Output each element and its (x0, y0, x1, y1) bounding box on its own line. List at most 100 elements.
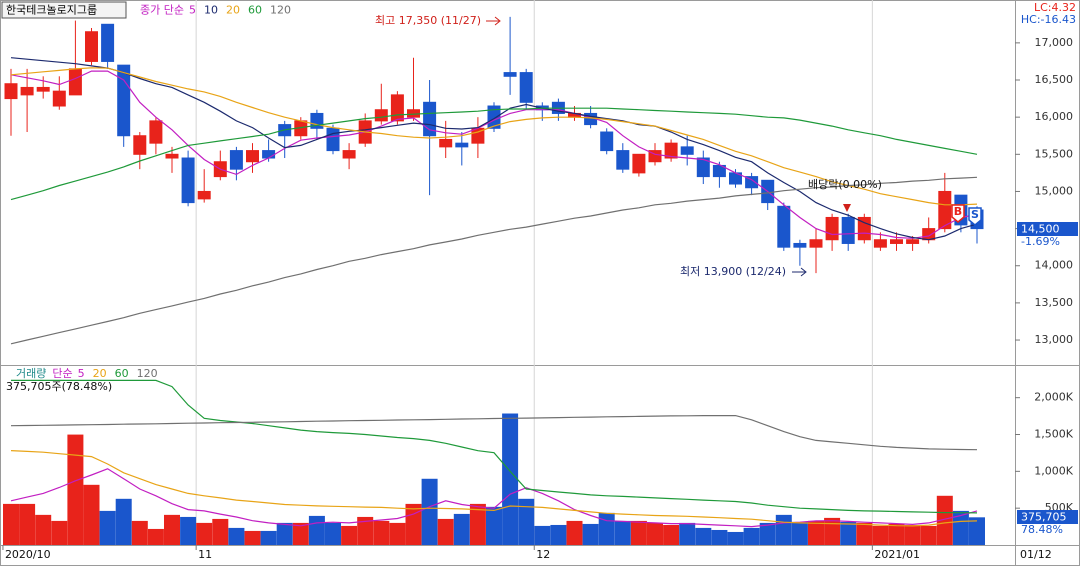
y-tick-label: 15,500 (1035, 147, 1074, 160)
volume-bar (115, 498, 132, 545)
y-tick-label: 1,500K (1034, 428, 1073, 441)
volume-bar (727, 531, 744, 545)
candle-body (20, 86, 34, 96)
ma-line (10, 450, 978, 527)
volume-bar (469, 503, 486, 545)
volume-bar (212, 518, 229, 545)
volume-bar (647, 522, 663, 545)
candle-body (390, 94, 404, 122)
volume-bar (566, 520, 583, 545)
candle-body (777, 205, 791, 248)
volume-bar (83, 484, 100, 545)
volume-tag-box (1017, 510, 1078, 524)
volume-bar (582, 523, 599, 545)
low-arrow (792, 267, 807, 277)
volume-bar (260, 530, 277, 545)
y-tick-label: 16,000 (1035, 110, 1074, 123)
volume-bar (711, 529, 728, 545)
volume-bar (147, 528, 164, 545)
volume-bar (389, 522, 406, 545)
volume-bar (534, 525, 551, 545)
candle-body (229, 150, 243, 170)
volume-bar (453, 513, 470, 545)
candle-body (890, 239, 903, 244)
candle-body (857, 216, 871, 241)
volume-bar (743, 527, 760, 545)
signal-marker (968, 207, 982, 226)
candle-body (922, 228, 936, 241)
candle-body (342, 150, 356, 159)
volume-bar (936, 495, 953, 545)
ratio-tag: 78.48% (1021, 523, 1063, 536)
candle-body (873, 239, 887, 248)
candle-body (616, 150, 630, 170)
change-tag: -1.69% (1021, 235, 1060, 248)
volume-bar (373, 520, 390, 545)
volume-bar (502, 413, 519, 545)
ma-line (10, 67, 978, 206)
volume-bar (276, 522, 293, 545)
legend-entry: 20 (93, 367, 107, 380)
volume-bar (51, 520, 68, 545)
volume-bar (679, 522, 696, 545)
volume-bar (196, 522, 213, 545)
candle-body (600, 131, 614, 152)
candle-body (745, 176, 759, 189)
candle-body (181, 157, 195, 204)
y-tick-label: 16,500 (1035, 73, 1074, 86)
volume-bar (663, 524, 680, 545)
ma-line (10, 57, 978, 241)
y-tick-label: 1,000K (1034, 464, 1073, 477)
candle-body (825, 216, 839, 241)
y-tick-label: 13,500 (1035, 296, 1074, 309)
volume-bar (904, 524, 921, 545)
candle-body (519, 72, 533, 103)
x-tick-label: 2020/10 (5, 548, 51, 561)
candle-body (841, 216, 855, 244)
hc-label: HC:-16.43 (1021, 13, 1076, 26)
ma-line (10, 176, 978, 345)
volume-bar (550, 524, 567, 545)
volume-bar (180, 516, 197, 545)
volume-info: 375,705주(78.48%) (6, 380, 112, 393)
volume-bar (357, 516, 374, 545)
ma-line (10, 107, 978, 201)
candle-body (680, 146, 694, 155)
candle-body (439, 138, 453, 148)
volume-bar (19, 503, 36, 545)
y-tick-label: 2,000K (1034, 391, 1073, 404)
candle-body (326, 127, 340, 152)
candle-body (165, 153, 179, 159)
legend-entry: 5 (78, 367, 85, 380)
end-date: 01/12 (1020, 548, 1052, 561)
lc-label: LC:4.32 (1034, 1, 1076, 14)
signal-label: S (971, 208, 979, 221)
volume-bar (35, 514, 52, 545)
candle-body (374, 109, 388, 122)
candle-body (85, 31, 98, 62)
ma-line (10, 70, 978, 239)
candle-body (906, 239, 920, 244)
candle-body (68, 68, 82, 96)
candle-body (262, 150, 276, 159)
volume-bar (598, 512, 615, 545)
candle-body (503, 72, 517, 77)
candle-body (696, 157, 710, 178)
ma-line (10, 468, 978, 528)
legend-entry: 120 (270, 4, 291, 17)
volume-title: 거래량 (16, 367, 46, 380)
signal-label: B (954, 205, 962, 218)
candle-body (793, 242, 807, 248)
volume-bar (518, 498, 535, 545)
candle-body (149, 120, 163, 144)
volume-bar (308, 515, 325, 545)
candle-body (938, 190, 952, 230)
legend-entry: 20 (226, 4, 240, 17)
candle-body (36, 86, 50, 92)
volume-bar (808, 520, 824, 545)
legend-entry: 60 (248, 4, 262, 17)
volume-bar (3, 503, 19, 545)
volume-bar (695, 527, 712, 545)
volume-bar (969, 517, 985, 545)
